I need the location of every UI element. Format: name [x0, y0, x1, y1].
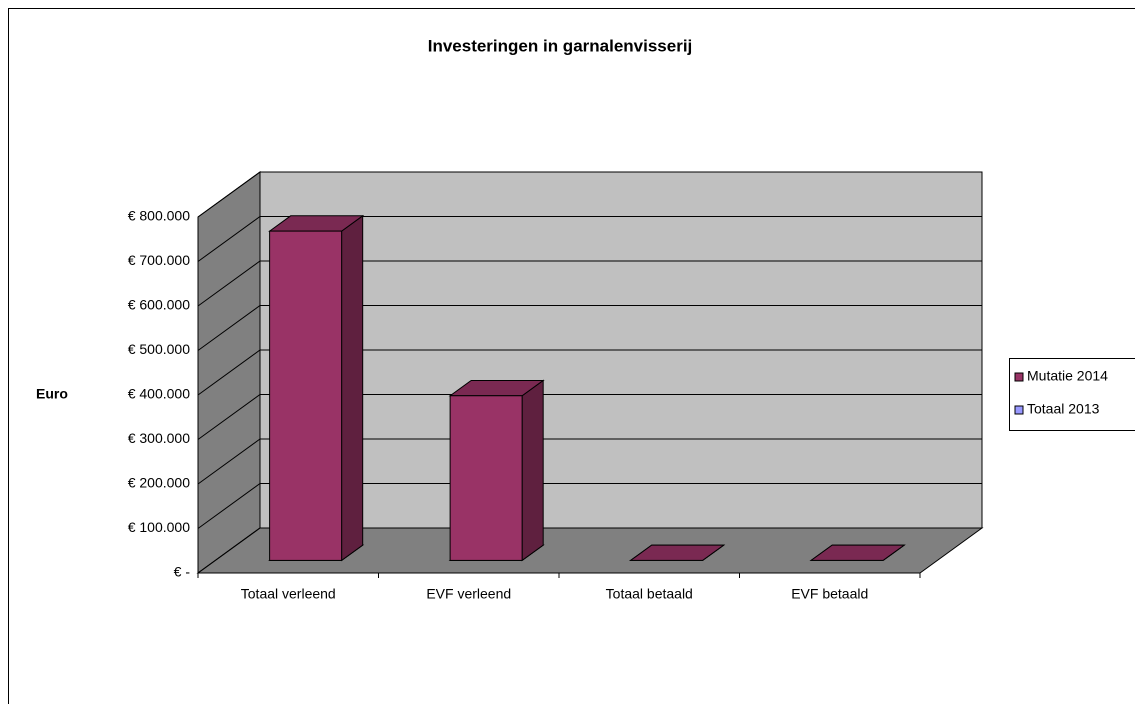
y-tick-label: € 300.000 [128, 430, 190, 446]
bar [450, 396, 522, 561]
y-tick-label: € 100.000 [128, 519, 190, 535]
legend-label: Mutatie 2014 [1027, 368, 1108, 384]
x-tick-label: EVF betaald [791, 586, 868, 602]
bar [270, 231, 342, 560]
legend: Mutatie 2014 Totaal 2013 [1010, 359, 1135, 431]
chart-title: Investeringen in garnalenvisserij [428, 36, 693, 55]
y-tick-label: € 500.000 [128, 341, 190, 357]
legend-swatch [1015, 373, 1023, 381]
x-tick-label: EVF verleend [426, 586, 511, 602]
y-tick-label: € 200.000 [128, 475, 190, 491]
y-tick-label: € 700.000 [128, 252, 190, 268]
bar-side [342, 216, 363, 561]
legend-swatch [1015, 406, 1023, 414]
y-tick-label: € 400.000 [128, 386, 190, 402]
x-tick-label: Totaal betaald [606, 586, 693, 602]
y-tick-label: € - [174, 564, 191, 580]
bar-side [522, 380, 543, 560]
legend-label: Totaal 2013 [1027, 401, 1100, 417]
x-tick-label: Totaal verleend [241, 586, 336, 602]
y-axis-label: Euro [36, 386, 68, 402]
y-tick-label: € 800.000 [128, 208, 190, 224]
y-tick-label: € 600.000 [128, 297, 190, 313]
